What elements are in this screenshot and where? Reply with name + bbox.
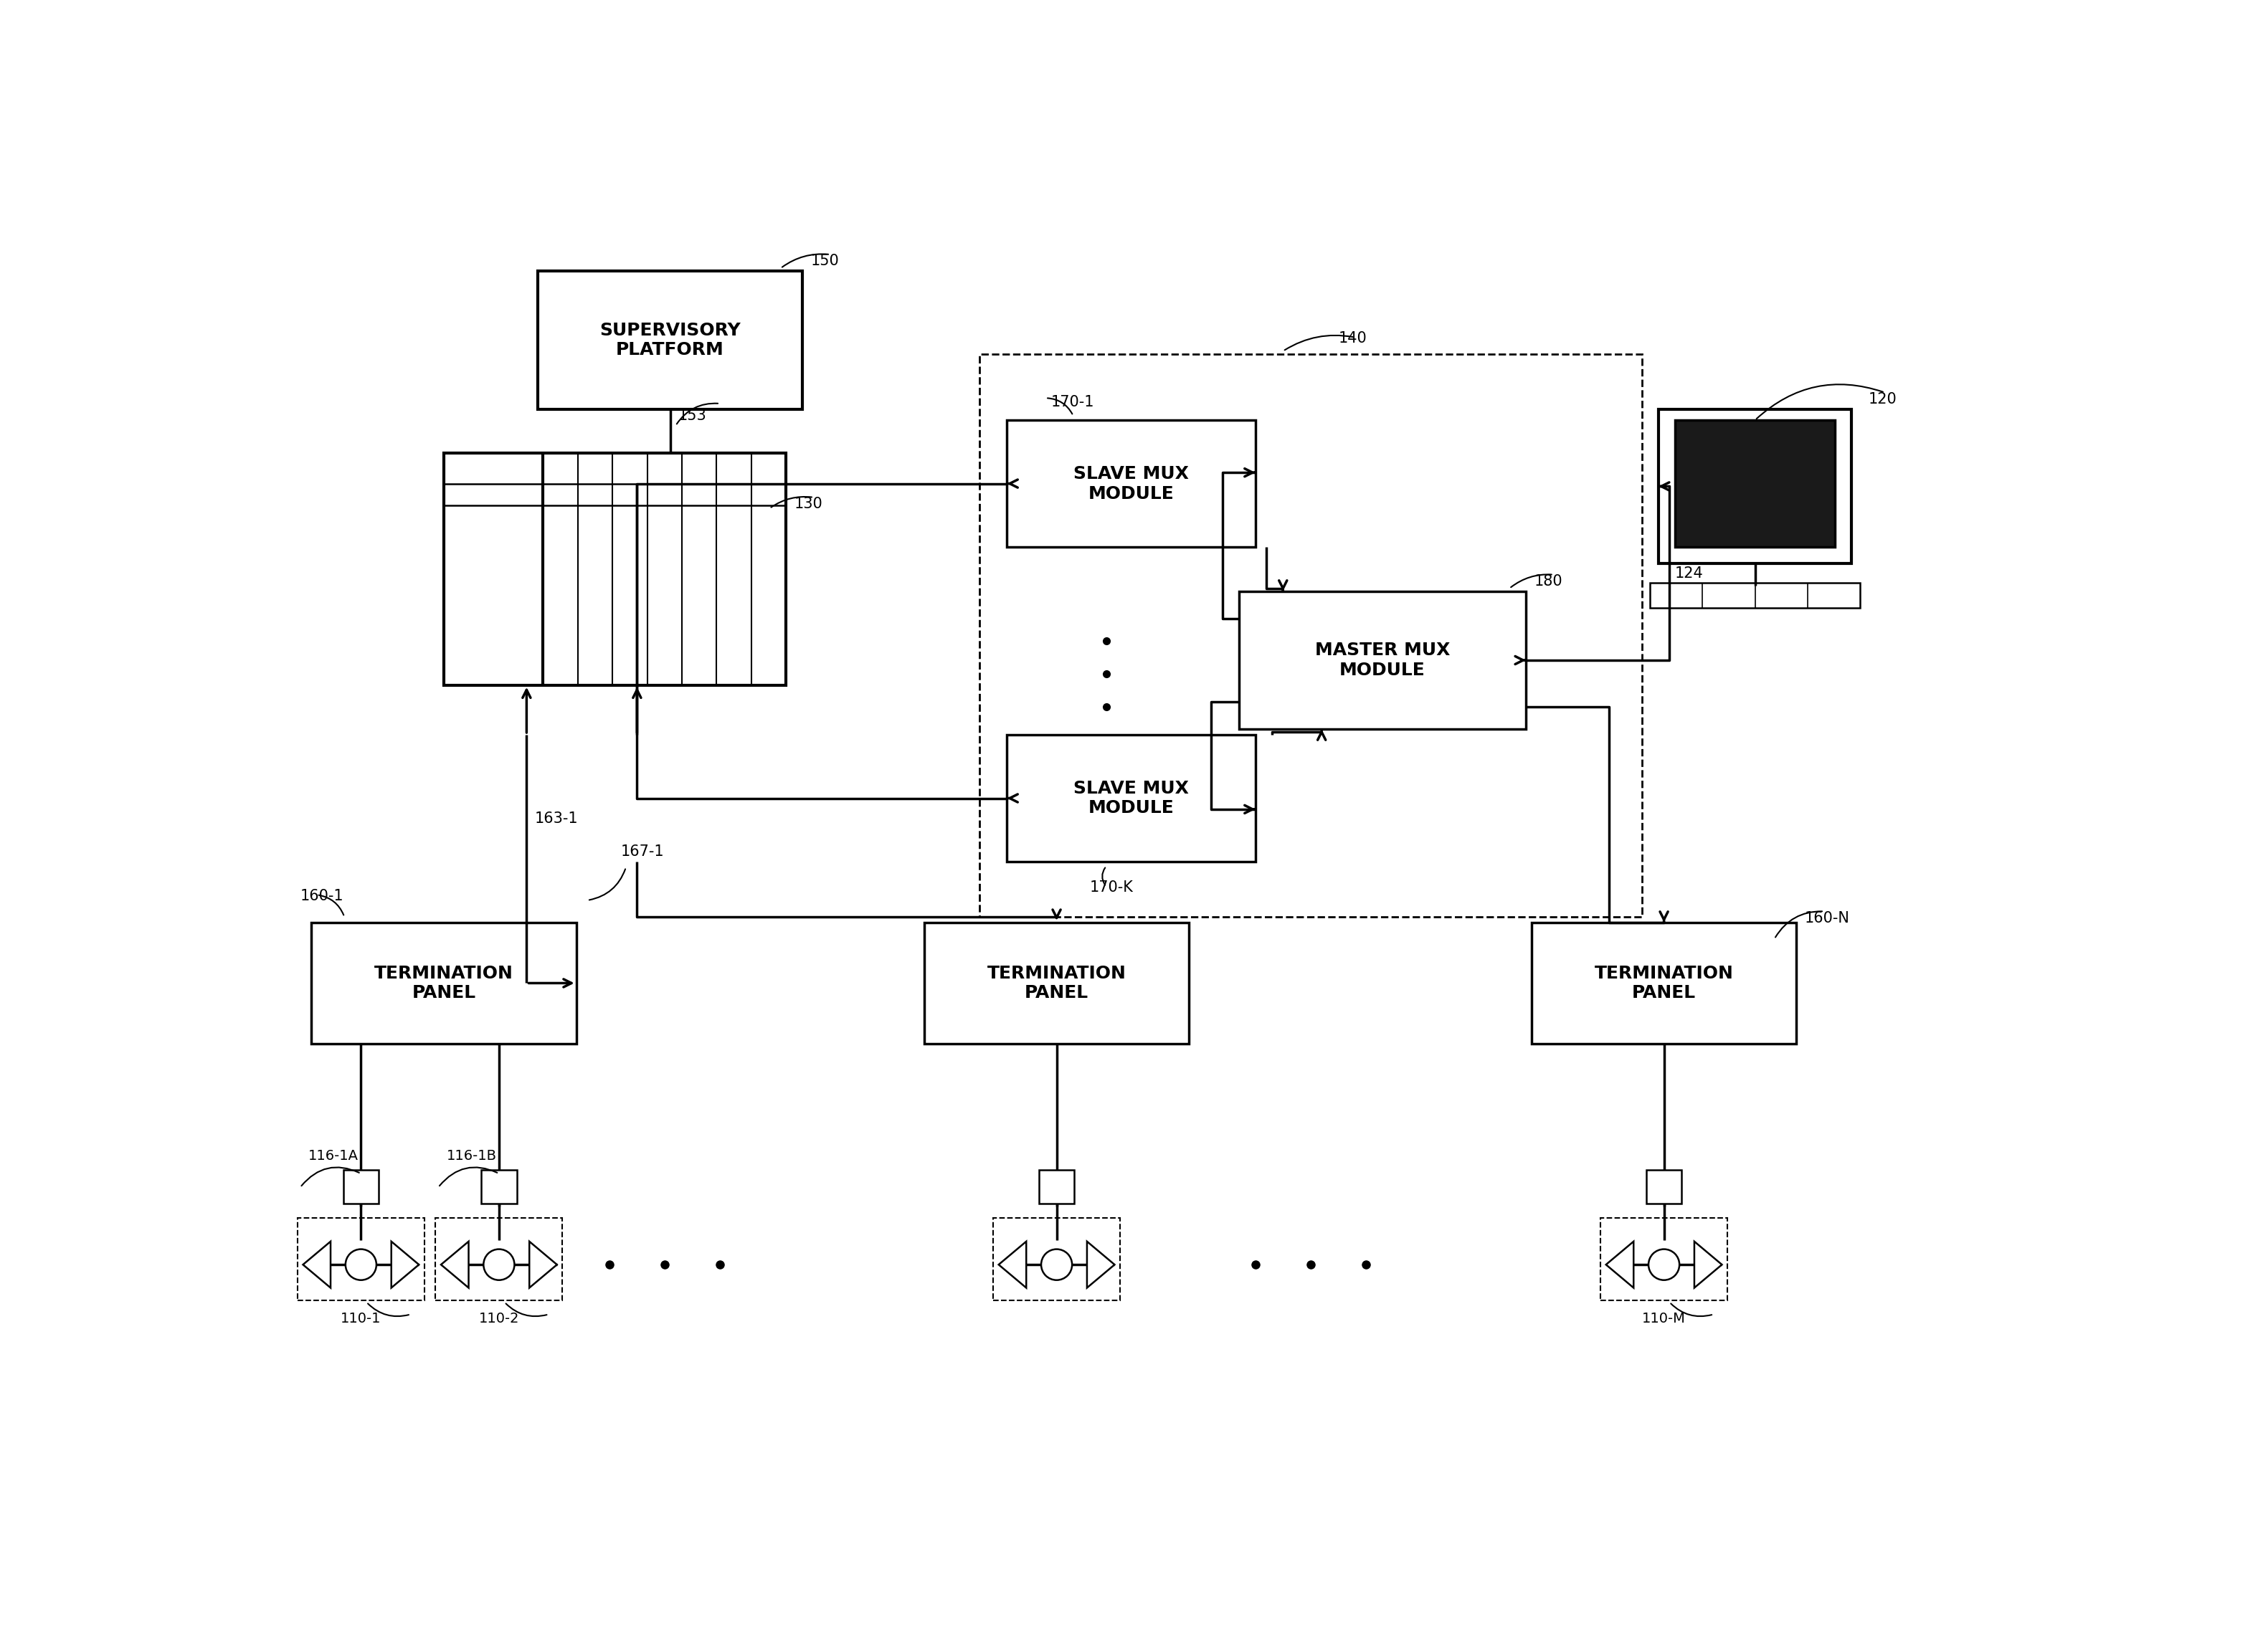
- Text: TERMINATION
PANEL: TERMINATION PANEL: [374, 965, 513, 1002]
- FancyBboxPatch shape: [1531, 922, 1796, 1043]
- Text: 167-1: 167-1: [621, 845, 665, 858]
- Text: 124: 124: [1676, 567, 1703, 580]
- Text: 116-1B: 116-1B: [447, 1148, 497, 1163]
- Text: 130: 130: [794, 496, 823, 511]
- Text: 170-1: 170-1: [1050, 395, 1095, 410]
- FancyBboxPatch shape: [1676, 419, 1835, 547]
- Text: 110-M: 110-M: [1642, 1312, 1685, 1325]
- Circle shape: [1041, 1250, 1073, 1279]
- Text: SLAVE MUX
MODULE: SLAVE MUX MODULE: [1073, 465, 1188, 503]
- Text: 160-N: 160-N: [1805, 911, 1851, 925]
- Text: SLAVE MUX
MODULE: SLAVE MUX MODULE: [1073, 780, 1188, 817]
- Polygon shape: [1606, 1242, 1633, 1287]
- FancyBboxPatch shape: [538, 270, 803, 410]
- Text: 110-2: 110-2: [479, 1312, 519, 1325]
- Polygon shape: [1694, 1242, 1721, 1287]
- Text: TERMINATION
PANEL: TERMINATION PANEL: [1594, 965, 1733, 1002]
- Text: 170-K: 170-K: [1089, 881, 1134, 894]
- Text: 120: 120: [1869, 391, 1896, 406]
- Text: 153: 153: [678, 408, 708, 423]
- Text: 140: 140: [1338, 331, 1368, 346]
- Text: MASTER MUX
MODULE: MASTER MUX MODULE: [1315, 642, 1449, 678]
- FancyBboxPatch shape: [1647, 1170, 1681, 1204]
- Circle shape: [483, 1250, 515, 1279]
- FancyBboxPatch shape: [1039, 1170, 1075, 1204]
- FancyBboxPatch shape: [342, 1170, 379, 1204]
- Circle shape: [345, 1250, 376, 1279]
- FancyBboxPatch shape: [1658, 410, 1851, 563]
- FancyBboxPatch shape: [311, 922, 576, 1043]
- FancyBboxPatch shape: [1007, 419, 1256, 547]
- Polygon shape: [440, 1242, 469, 1287]
- FancyBboxPatch shape: [1238, 591, 1526, 729]
- FancyBboxPatch shape: [445, 454, 787, 685]
- Polygon shape: [528, 1242, 558, 1287]
- FancyBboxPatch shape: [1651, 583, 1860, 608]
- Text: 160-1: 160-1: [299, 889, 345, 903]
- Text: 150: 150: [812, 254, 839, 269]
- Circle shape: [1649, 1250, 1678, 1279]
- FancyBboxPatch shape: [980, 354, 1642, 917]
- Text: SUPERVISORY
PLATFORM: SUPERVISORY PLATFORM: [599, 321, 742, 359]
- Polygon shape: [304, 1242, 331, 1287]
- Text: 110-1: 110-1: [340, 1312, 381, 1325]
- Polygon shape: [998, 1242, 1025, 1287]
- FancyBboxPatch shape: [1007, 735, 1256, 862]
- Polygon shape: [392, 1242, 420, 1287]
- Text: 180: 180: [1533, 575, 1563, 588]
- Text: 116-1A: 116-1A: [308, 1148, 358, 1163]
- FancyBboxPatch shape: [923, 922, 1188, 1043]
- FancyBboxPatch shape: [481, 1170, 517, 1204]
- Polygon shape: [1086, 1242, 1114, 1287]
- Text: TERMINATION
PANEL: TERMINATION PANEL: [987, 965, 1127, 1002]
- Text: 163-1: 163-1: [535, 811, 578, 826]
